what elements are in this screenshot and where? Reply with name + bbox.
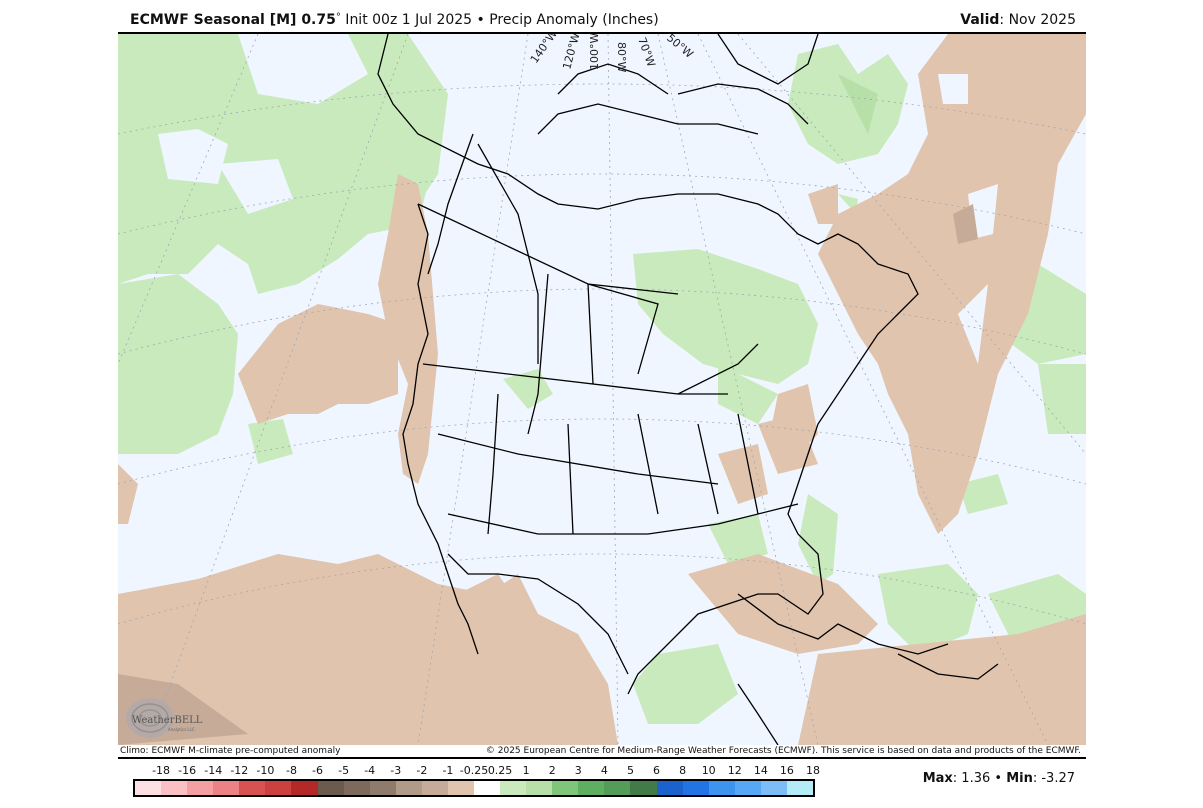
max-value: : 1.36 • xyxy=(952,771,1007,786)
header: ECMWF Seasonal [M] 0.75° Init 00z 1 Jul … xyxy=(118,0,1086,34)
map-canvas: 140°W 120°W 100°W 80°W 70°W 50°W xyxy=(118,34,1086,745)
coastlines-and-borders xyxy=(377,34,999,745)
attribution-bar: Climo: ECMWF M-climate pre-computed anom… xyxy=(118,745,1086,759)
legend-tick-label: -16 xyxy=(178,764,197,777)
legend-swatch xyxy=(630,781,657,795)
legend-swatch xyxy=(187,781,214,795)
copyright-note: © 2025 European Centre for Medium-Range … xyxy=(485,746,1081,756)
legend-swatch xyxy=(447,781,475,795)
legend-tick-label: 2 xyxy=(548,764,556,777)
title-details: Init 00z 1 Jul 2025 • Precip Anomaly (In… xyxy=(340,12,659,28)
legend-tick-label: 4 xyxy=(600,764,608,777)
legend-tick-label: 12 xyxy=(727,764,742,777)
legend-swatch xyxy=(708,781,735,795)
max-label: Max xyxy=(922,771,953,786)
legend-tick-label: -2 xyxy=(416,764,428,777)
legend-tick-label: -3 xyxy=(390,764,402,777)
legend-tick-label: -4 xyxy=(364,764,376,777)
logo-text: WeatherBELL xyxy=(132,715,203,726)
min-label: Min xyxy=(1006,771,1033,786)
lon-label-140w: 140°W xyxy=(528,34,560,66)
legend-tick-label: -12 xyxy=(230,764,249,777)
legend-tick-label: -14 xyxy=(204,764,223,777)
climo-note: Climo: ECMWF M-climate pre-computed anom… xyxy=(120,746,341,756)
legend-swatch xyxy=(760,781,787,795)
legend-swatch xyxy=(734,781,761,795)
color-legend: -18 -16 -14 -12 -10 -8 -6 -5 -4 -3 -2 -1 -0.25 0.25 1 2… xyxy=(133,764,820,797)
legend-swatch xyxy=(239,781,266,795)
legend-swatch xyxy=(786,781,814,795)
legend-tick-label: 5 xyxy=(626,764,634,777)
legend-swatch xyxy=(317,781,344,795)
legend-swatch xyxy=(135,781,162,795)
graticule xyxy=(118,34,1086,745)
weatherbell-logo: WeatherBELL Analytics LLC xyxy=(124,694,208,742)
precip-anomaly-map: 140°W 120°W 100°W 80°W 70°W 50°W Weather… xyxy=(118,34,1086,745)
lon-label-120w: 120°W xyxy=(560,34,582,71)
logo-subtext: Analytics LLC xyxy=(168,727,195,732)
legend-swatch xyxy=(265,781,292,795)
legend-tick-label: -10 xyxy=(256,764,275,777)
longitude-labels: 140°W 120°W 100°W 80°W 70°W 50°W xyxy=(528,34,696,72)
legend-swatch xyxy=(656,781,683,795)
legend-tick-label: -18 xyxy=(152,764,171,777)
title-model: ECMWF Seasonal [M] 0.75 xyxy=(130,12,336,28)
legend-tick-label: -6 xyxy=(312,764,324,777)
legend-tick-label: 14 xyxy=(753,764,768,777)
valid-date: Valid: Nov 2025 xyxy=(960,12,1076,28)
legend-swatch xyxy=(213,781,240,795)
lon-label-50w: 50°W xyxy=(664,34,696,61)
legend-swatch xyxy=(604,781,631,795)
valid-label: Valid xyxy=(960,12,1000,28)
legend-tick-label: 16 xyxy=(779,764,794,777)
lon-label-100w: 100°W xyxy=(588,34,601,70)
legend-tick-label: 10 xyxy=(701,764,716,777)
legend-swatch xyxy=(421,781,448,795)
valid-value: : Nov 2025 xyxy=(999,12,1076,28)
min-value: : -3.27 xyxy=(1032,771,1075,786)
legend-tick-label: 8 xyxy=(679,764,687,777)
legend-tick-label: 18 xyxy=(806,764,820,777)
legend-tick-label: 1 xyxy=(522,764,530,777)
legend-tick-label: 0.25 xyxy=(487,764,513,777)
legend-tick-label: 6 xyxy=(653,764,661,777)
legend-swatch xyxy=(474,781,501,795)
legend-swatch xyxy=(682,781,709,795)
max-min-stats: Max: 1.36 • Min: -3.27 xyxy=(923,771,1075,786)
legend-swatch xyxy=(369,781,396,795)
legend-swatch xyxy=(578,781,605,795)
legend-swatch xyxy=(500,781,527,795)
legend-colorbar xyxy=(133,779,815,797)
lon-label-80w: 80°W xyxy=(615,42,628,72)
legend-tick-label: -0.25 xyxy=(459,764,489,777)
legend-tick-label: -5 xyxy=(338,764,350,777)
legend-swatch xyxy=(395,781,422,795)
legend-swatch xyxy=(552,781,579,795)
legend-tick-label: 3 xyxy=(574,764,582,777)
legend-swatch xyxy=(343,781,370,795)
legend-swatch xyxy=(161,781,188,795)
legend-tick-label: -1 xyxy=(442,764,454,777)
legend-ticks: -18 -16 -14 -12 -10 -8 -6 -5 -4 -3 -2 -1 -0.25 0.25 1 2… xyxy=(133,764,820,778)
legend-swatch xyxy=(526,781,553,795)
swirl-icon: WeatherBELL Analytics LLC xyxy=(126,698,203,738)
page-title: ECMWF Seasonal [M] 0.75° Init 00z 1 Jul … xyxy=(130,12,659,28)
title-degree: ° xyxy=(335,12,341,23)
legend-tick-label: -8 xyxy=(285,764,297,777)
lon-label-70w: 70°W xyxy=(635,36,658,69)
legend-swatch xyxy=(291,781,318,795)
